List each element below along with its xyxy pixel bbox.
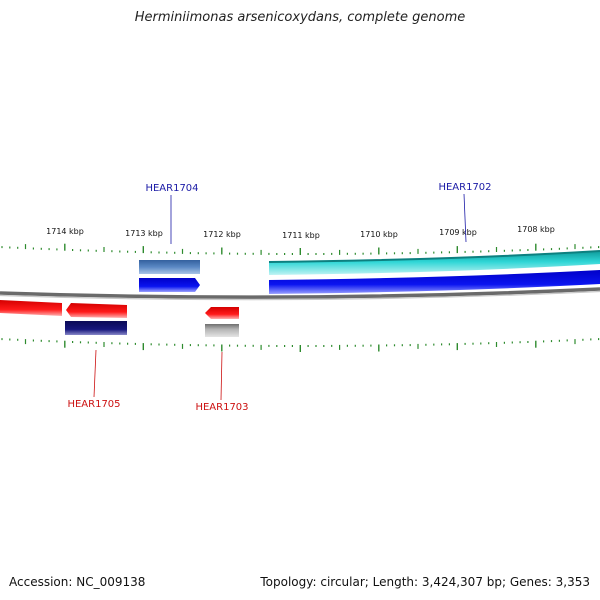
leader-hear1703 xyxy=(220,351,223,401)
ruler-label: 1713 kbp xyxy=(125,229,163,238)
accession-text: Accession: NC_009138 xyxy=(9,575,146,589)
leader-hear1702 xyxy=(463,193,467,243)
ruler-label: 1714 kbp xyxy=(46,227,84,236)
gene-label-hear1702[interactable]: HEAR1702 xyxy=(438,182,491,193)
map-title: Herminiimonas arsenicoxydans, complete g… xyxy=(134,10,466,25)
cog-bar-hear1705[interactable] xyxy=(65,321,127,335)
cog-bar-hear1704[interactable] xyxy=(139,260,200,274)
cds-hear1705[interactable] xyxy=(66,303,127,318)
ruler-label: 1708 kbp xyxy=(517,225,555,234)
cog-bar-hear1703[interactable] xyxy=(205,324,239,337)
genome-backbone xyxy=(0,287,600,299)
genome-summary-text: Topology: circular; Length: 3,424,307 bp… xyxy=(260,575,590,589)
cds-reverse-left[interactable] xyxy=(0,300,62,316)
ruler-label: 1709 kbp xyxy=(439,228,477,237)
genome-backbone-highlight xyxy=(0,290,600,301)
ruler-ticks-bottom xyxy=(1,338,600,352)
cog-bar-hear1702[interactable] xyxy=(269,251,600,275)
ruler-label: 1711 kbp xyxy=(282,231,320,240)
cds-hear1702[interactable] xyxy=(269,270,600,294)
gene-label-hear1704[interactable]: HEAR1704 xyxy=(145,183,198,194)
cds-hear1703[interactable] xyxy=(205,307,239,319)
gene-label-hear1703[interactable]: HEAR1703 xyxy=(195,402,248,413)
ruler-ticks-top xyxy=(1,243,600,255)
gene-label-hear1705[interactable]: HEAR1705 xyxy=(67,399,120,410)
cds-hear1704[interactable] xyxy=(139,278,200,292)
leader-hear1705 xyxy=(93,349,97,398)
ruler-label: 1712 kbp xyxy=(203,230,241,239)
ruler-label: 1710 kbp xyxy=(360,230,398,239)
cog-bar-edge xyxy=(268,250,600,263)
